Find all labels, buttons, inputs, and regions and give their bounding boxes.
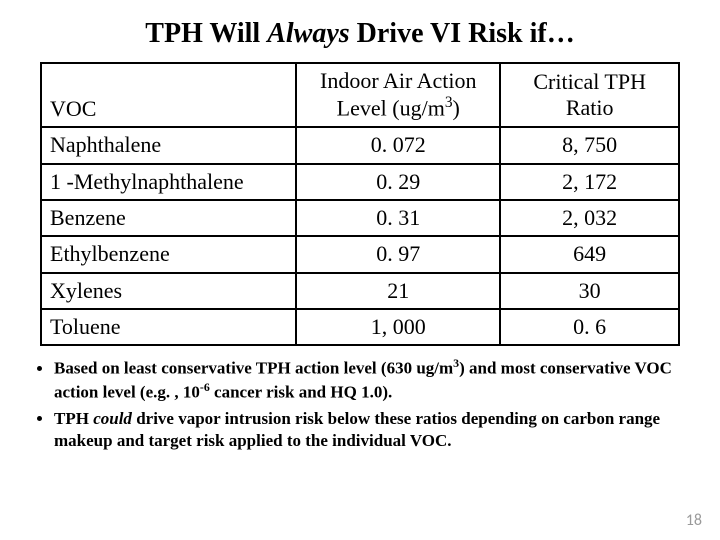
header-ratio: Critical TPH Ratio bbox=[500, 63, 679, 127]
table-row: Toluene 1, 000 0. 6 bbox=[41, 309, 679, 345]
slide: TPH Will Always Drive VI Risk if… VOC In… bbox=[0, 0, 720, 540]
bullet-1-sup2: -6 bbox=[200, 380, 210, 394]
bullet-2: TPH could drive vapor intrusion risk bel… bbox=[54, 408, 680, 452]
header-indoor: Indoor Air Action Level (ug/m3) bbox=[296, 63, 500, 127]
cell-indoor: 1, 000 bbox=[296, 309, 500, 345]
table-row: Ethylbenzene 0. 97 649 bbox=[41, 236, 679, 272]
bullet-2-post: drive vapor intrusion risk below these r… bbox=[54, 409, 660, 450]
table-row: Benzene 0. 31 2, 032 bbox=[41, 200, 679, 236]
footnote-bullets: Based on least conservative TPH action l… bbox=[40, 356, 680, 452]
cell-ratio: 0. 6 bbox=[500, 309, 679, 345]
cell-indoor: 21 bbox=[296, 273, 500, 309]
header-indoor-post: ) bbox=[453, 96, 460, 121]
cell-ratio: 8, 750 bbox=[500, 127, 679, 163]
cell-ratio: 30 bbox=[500, 273, 679, 309]
cell-voc: Xylenes bbox=[41, 273, 296, 309]
table-header-row: VOC Indoor Air Action Level (ug/m3) Crit… bbox=[41, 63, 679, 127]
title-post: Drive VI Risk if… bbox=[350, 18, 575, 49]
cell-indoor: 0. 31 bbox=[296, 200, 500, 236]
page-number: 18 bbox=[686, 511, 702, 530]
bullet-1: Based on least conservative TPH action l… bbox=[54, 356, 680, 404]
bullet-2-pre: TPH bbox=[54, 409, 93, 428]
table-row: 1 -Methylnaphthalene 0. 29 2, 172 bbox=[41, 164, 679, 200]
header-indoor-sup: 3 bbox=[445, 94, 453, 111]
cell-voc: Ethylbenzene bbox=[41, 236, 296, 272]
cell-voc: Naphthalene bbox=[41, 127, 296, 163]
cell-ratio: 649 bbox=[500, 236, 679, 272]
cell-ratio: 2, 032 bbox=[500, 200, 679, 236]
table-row: Xylenes 21 30 bbox=[41, 273, 679, 309]
title-pre: TPH Will bbox=[145, 18, 267, 49]
cell-voc: Toluene bbox=[41, 309, 296, 345]
cell-indoor: 0. 072 bbox=[296, 127, 500, 163]
cell-indoor: 0. 97 bbox=[296, 236, 500, 272]
tph-table: VOC Indoor Air Action Level (ug/m3) Crit… bbox=[40, 62, 680, 346]
slide-title: TPH Will Always Drive VI Risk if… bbox=[40, 18, 680, 50]
bullet-2-em: could bbox=[93, 409, 132, 428]
cell-voc: 1 -Methylnaphthalene bbox=[41, 164, 296, 200]
header-voc: VOC bbox=[41, 63, 296, 127]
title-em: Always bbox=[267, 18, 349, 49]
bullet-1-pre: Based on least conservative TPH action l… bbox=[54, 359, 453, 378]
cell-indoor: 0. 29 bbox=[296, 164, 500, 200]
table-row: Naphthalene 0. 072 8, 750 bbox=[41, 127, 679, 163]
bullet-1-post: cancer risk and HQ 1.0). bbox=[210, 383, 392, 402]
cell-ratio: 2, 172 bbox=[500, 164, 679, 200]
cell-voc: Benzene bbox=[41, 200, 296, 236]
